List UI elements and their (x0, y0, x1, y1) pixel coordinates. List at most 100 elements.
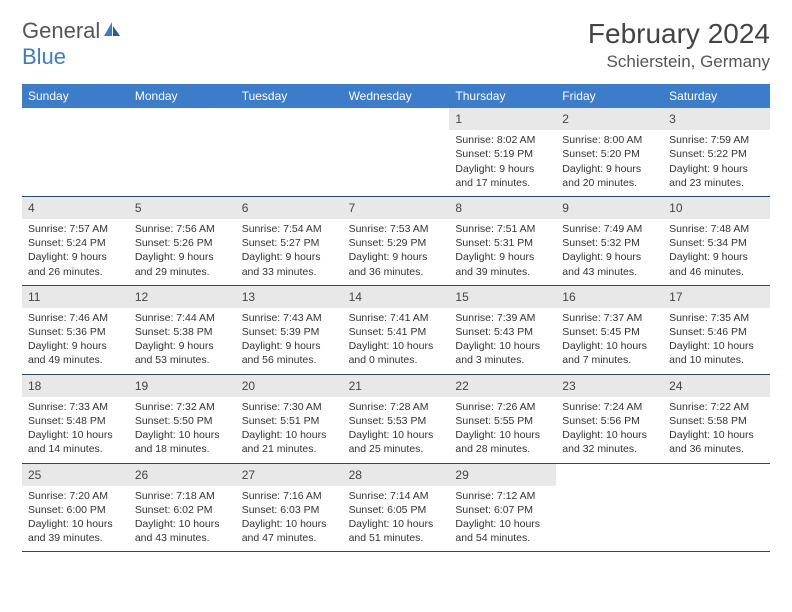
daylight-text: Daylight: 10 hours and 10 minutes. (669, 339, 764, 367)
sunset-text: Sunset: 5:43 PM (455, 325, 550, 339)
daylight-text: Daylight: 10 hours and 0 minutes. (349, 339, 444, 367)
calendar-cell: 3Sunrise: 7:59 AMSunset: 5:22 PMDaylight… (663, 108, 770, 197)
day-number: 5 (129, 197, 236, 219)
day-number: 21 (343, 375, 450, 397)
sunset-text: Sunset: 5:36 PM (28, 325, 123, 339)
daylight-text: Daylight: 10 hours and 7 minutes. (562, 339, 657, 367)
day-number: 17 (663, 286, 770, 308)
weekday-header: Sunday (22, 84, 129, 108)
daylight-text: Daylight: 10 hours and 51 minutes. (349, 517, 444, 545)
day-info: Sunrise: 7:12 AMSunset: 6:07 PMDaylight:… (449, 486, 556, 552)
day-number: 12 (129, 286, 236, 308)
day-number: 28 (343, 464, 450, 486)
sunrise-text: Sunrise: 7:35 AM (669, 311, 764, 325)
daylight-text: Daylight: 9 hours and 53 minutes. (135, 339, 230, 367)
day-info: Sunrise: 7:28 AMSunset: 5:53 PMDaylight:… (343, 397, 450, 463)
sunrise-text: Sunrise: 8:02 AM (455, 133, 550, 147)
day-info: Sunrise: 7:24 AMSunset: 5:56 PMDaylight:… (556, 397, 663, 463)
logo: GeneralBlue (22, 18, 122, 70)
sunset-text: Sunset: 5:45 PM (562, 325, 657, 339)
location-label: Schierstein, Germany (588, 52, 770, 72)
sunset-text: Sunset: 5:31 PM (455, 236, 550, 250)
day-number: 26 (129, 464, 236, 486)
day-info: Sunrise: 7:57 AMSunset: 5:24 PMDaylight:… (22, 219, 129, 285)
sunset-text: Sunset: 6:03 PM (242, 503, 337, 517)
sunrise-text: Sunrise: 7:49 AM (562, 222, 657, 236)
sunrise-text: Sunrise: 7:22 AM (669, 400, 764, 414)
logo-text: GeneralBlue (22, 18, 122, 70)
sunrise-text: Sunrise: 7:56 AM (135, 222, 230, 236)
calendar-cell: 2Sunrise: 8:00 AMSunset: 5:20 PMDaylight… (556, 108, 663, 197)
daylight-text: Daylight: 10 hours and 47 minutes. (242, 517, 337, 545)
sunset-text: Sunset: 5:48 PM (28, 414, 123, 428)
calendar-header-row: SundayMondayTuesdayWednesdayThursdayFrid… (22, 84, 770, 108)
sunset-text: Sunset: 5:56 PM (562, 414, 657, 428)
day-number: 15 (449, 286, 556, 308)
daylight-text: Daylight: 10 hours and 21 minutes. (242, 428, 337, 456)
day-number: 7 (343, 197, 450, 219)
daylight-text: Daylight: 10 hours and 32 minutes. (562, 428, 657, 456)
sunset-text: Sunset: 5:53 PM (349, 414, 444, 428)
day-number: 9 (556, 197, 663, 219)
sunset-text: Sunset: 5:24 PM (28, 236, 123, 250)
daylight-text: Daylight: 9 hours and 17 minutes. (455, 162, 550, 190)
daylight-text: Daylight: 9 hours and 43 minutes. (562, 250, 657, 278)
calendar-cell: 9 Sunrise: 7:49 AMSunset: 5:32 PMDaylight… (556, 197, 663, 286)
weekday-header: Wednesday (343, 84, 450, 108)
sunrise-text: Sunrise: 8:00 AM (562, 133, 657, 147)
sunset-text: Sunset: 5:41 PM (349, 325, 444, 339)
sunset-text: Sunset: 5:27 PM (242, 236, 337, 250)
daylight-text: Daylight: 9 hours and 26 minutes. (28, 250, 123, 278)
day-number: 11 (22, 286, 129, 308)
day-number: 14 (343, 286, 450, 308)
daylight-text: Daylight: 10 hours and 39 minutes. (28, 517, 123, 545)
sunset-text: Sunset: 5:32 PM (562, 236, 657, 250)
calendar-cell: 19Sunrise: 7:32 AMSunset: 5:50 PMDayligh… (129, 375, 236, 464)
day-number: 10 (663, 197, 770, 219)
day-info: Sunrise: 7:56 AMSunset: 5:26 PMDaylight:… (129, 219, 236, 285)
calendar-cell: 25Sunrise: 7:20 AMSunset: 6:00 PMDayligh… (22, 464, 129, 553)
daylight-text: Daylight: 10 hours and 43 minutes. (135, 517, 230, 545)
sunrise-text: Sunrise: 7:14 AM (349, 489, 444, 503)
sunrise-text: Sunrise: 7:33 AM (28, 400, 123, 414)
calendar-cell (663, 464, 770, 553)
day-info: Sunrise: 7:43 AMSunset: 5:39 PMDaylight:… (236, 308, 343, 374)
logo-text-2: Blue (22, 44, 66, 69)
sunset-text: Sunset: 5:19 PM (455, 147, 550, 161)
day-info: Sunrise: 7:37 AMSunset: 5:45 PMDaylight:… (556, 308, 663, 374)
day-info: Sunrise: 7:35 AMSunset: 5:46 PMDaylight:… (663, 308, 770, 374)
daylight-text: Daylight: 10 hours and 28 minutes. (455, 428, 550, 456)
calendar-cell: 14Sunrise: 7:41 AMSunset: 5:41 PMDayligh… (343, 286, 450, 375)
daylight-text: Daylight: 10 hours and 3 minutes. (455, 339, 550, 367)
day-info: Sunrise: 7:18 AMSunset: 6:02 PMDaylight:… (129, 486, 236, 552)
sunrise-text: Sunrise: 7:46 AM (28, 311, 123, 325)
sunrise-text: Sunrise: 7:53 AM (349, 222, 444, 236)
sunrise-text: Sunrise: 7:32 AM (135, 400, 230, 414)
sunrise-text: Sunrise: 7:57 AM (28, 222, 123, 236)
sunset-text: Sunset: 5:39 PM (242, 325, 337, 339)
calendar-cell: 4Sunrise: 7:57 AMSunset: 5:24 PMDaylight… (22, 197, 129, 286)
day-info: Sunrise: 7:53 AMSunset: 5:29 PMDaylight:… (343, 219, 450, 285)
day-number: 2 (556, 108, 663, 130)
calendar-cell: 28Sunrise: 7:14 AMSunset: 6:05 PMDayligh… (343, 464, 450, 553)
month-title: February 2024 (588, 18, 770, 50)
calendar-cell: 27Sunrise: 7:16 AMSunset: 6:03 PMDayligh… (236, 464, 343, 553)
calendar-cell (556, 464, 663, 553)
day-info: Sunrise: 7:59 AMSunset: 5:22 PMDaylight:… (663, 130, 770, 196)
sunrise-text: Sunrise: 7:26 AM (455, 400, 550, 414)
sunrise-text: Sunrise: 7:16 AM (242, 489, 337, 503)
sunrise-text: Sunrise: 7:28 AM (349, 400, 444, 414)
sunset-text: Sunset: 6:02 PM (135, 503, 230, 517)
sunset-text: Sunset: 6:07 PM (455, 503, 550, 517)
day-number: 3 (663, 108, 770, 130)
logo-text-1: General (22, 18, 100, 43)
day-number: 19 (129, 375, 236, 397)
calendar-cell: 15Sunrise: 7:39 AMSunset: 5:43 PMDayligh… (449, 286, 556, 375)
daylight-text: Daylight: 10 hours and 36 minutes. (669, 428, 764, 456)
calendar-cell: 1Sunrise: 8:02 AMSunset: 5:19 PMDaylight… (449, 108, 556, 197)
calendar-cell: 5Sunrise: 7:56 AMSunset: 5:26 PMDaylight… (129, 197, 236, 286)
sunset-text: Sunset: 5:46 PM (669, 325, 764, 339)
daylight-text: Daylight: 10 hours and 14 minutes. (28, 428, 123, 456)
sunrise-text: Sunrise: 7:12 AM (455, 489, 550, 503)
sunset-text: Sunset: 5:29 PM (349, 236, 444, 250)
